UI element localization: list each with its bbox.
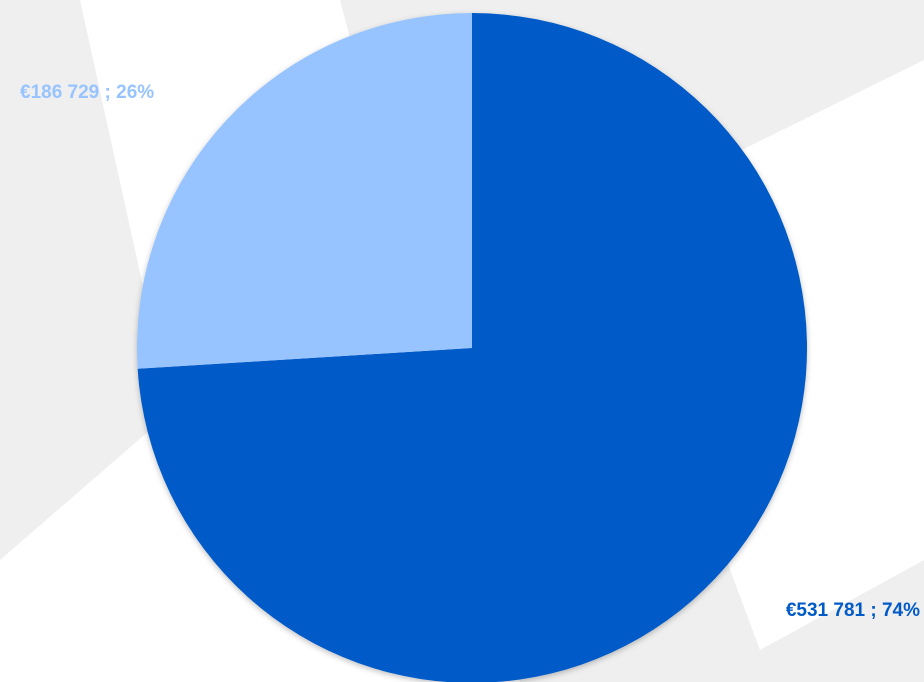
pie-labels: €531 781 ; 74% €186 729 ; 26% (20, 82, 920, 621)
pie-slice-1 (137, 13, 807, 682)
background-stripe-bottom-left (0, 430, 330, 682)
pie-slice-label-2: €186 729 ; 26% (20, 82, 154, 103)
pie-slice-label-1: €531 781 ; 74% (786, 600, 920, 621)
pie-slice-2 (137, 13, 472, 369)
pie-chart (137, 13, 807, 682)
